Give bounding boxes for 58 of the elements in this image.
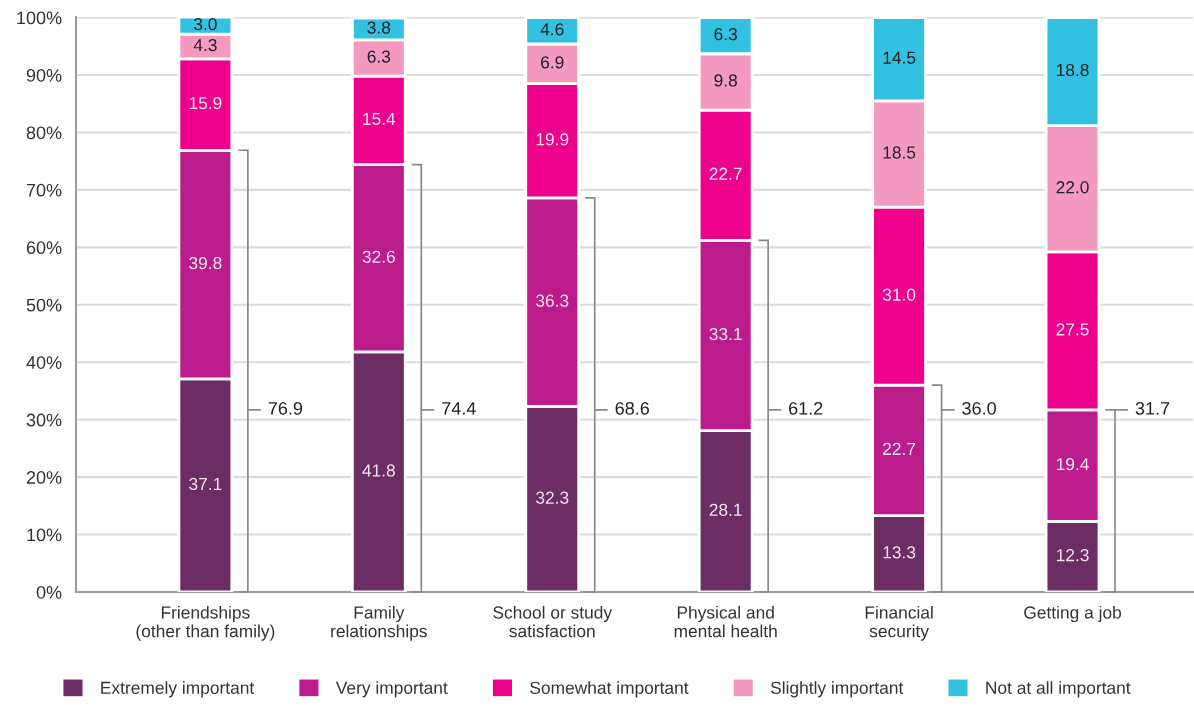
data-label: 19.9 (536, 133, 569, 146)
y-tick-label: 40% (26, 356, 62, 369)
annotation: 76.9 (268, 401, 303, 415)
data-label: 14.5 (883, 51, 916, 64)
data-label: 9.8 (714, 74, 737, 87)
legend-label: Very important (335, 681, 448, 698)
data-label: 3.8 (367, 21, 391, 34)
annotation: 61.2 (789, 401, 823, 415)
annotation: 68.6 (615, 401, 650, 415)
data-label: 3.0 (193, 17, 217, 31)
data-label: 15.4 (363, 112, 396, 126)
data-label: 4.3 (193, 38, 217, 52)
y-tick-label: 80% (26, 126, 62, 140)
data-label: 31.0 (882, 288, 916, 301)
x-tick-label: Getting a job (1024, 605, 1122, 623)
x-tick-label: Financial security (865, 605, 933, 641)
y-tick-label: 30% (26, 413, 62, 427)
y-tick-label: 20% (26, 471, 62, 484)
data-label: 4.6 (540, 23, 564, 36)
data-label: 22.7 (709, 167, 742, 180)
data-label: 6.3 (367, 50, 391, 63)
data-label: 6.9 (541, 56, 564, 69)
data-label: 13.3 (883, 546, 916, 559)
data-label: 6.3 (714, 28, 737, 41)
annotation: 74.4 (442, 402, 476, 415)
data-label: 19.4 (1056, 457, 1089, 471)
x-tick-label: Friendships (other than family) (136, 605, 275, 641)
data-label: 33.1 (709, 327, 742, 341)
legend-label: Slightly important (770, 681, 904, 698)
legend-label: Somewhat important (530, 681, 689, 698)
y-tick-label: 0% (36, 585, 62, 599)
legend-label: Extremely important (101, 681, 255, 698)
data-label: 18.8 (1056, 63, 1089, 77)
data-label: 36.3 (536, 294, 569, 307)
x-tick-label: School or study satisfaction (493, 605, 613, 638)
data-label: 41.8 (362, 464, 395, 477)
data-label: 22.0 (1056, 181, 1089, 194)
data-label: 18.5 (883, 146, 916, 159)
y-tick-label: 90% (26, 68, 62, 82)
x-tick-label: Family relationships (331, 605, 427, 641)
y-tick-label: 70% (26, 183, 62, 197)
data-label: 37.1 (189, 477, 222, 491)
data-label: 27.5 (1056, 323, 1089, 336)
y-tick-label: 50% (26, 298, 62, 312)
data-label: 12.3 (1056, 549, 1089, 562)
y-tick-label: 10% (27, 528, 62, 542)
data-label: 15.9 (189, 96, 222, 110)
annotation: 36.0 (962, 401, 996, 415)
data-label: 32.6 (362, 250, 395, 263)
data-label: 22.7 (883, 442, 916, 455)
legend-label: Not at all important (986, 681, 1131, 698)
x-tick-label: Physical and mental health (674, 605, 777, 638)
y-tick-label: 100% (17, 11, 62, 25)
data-label: 32.3 (536, 491, 569, 504)
annotation: 31.7 (1135, 401, 1170, 415)
data-label: 39.8 (189, 256, 222, 270)
y-tick-label: 60% (26, 241, 62, 255)
data-label: 28.1 (709, 503, 742, 516)
